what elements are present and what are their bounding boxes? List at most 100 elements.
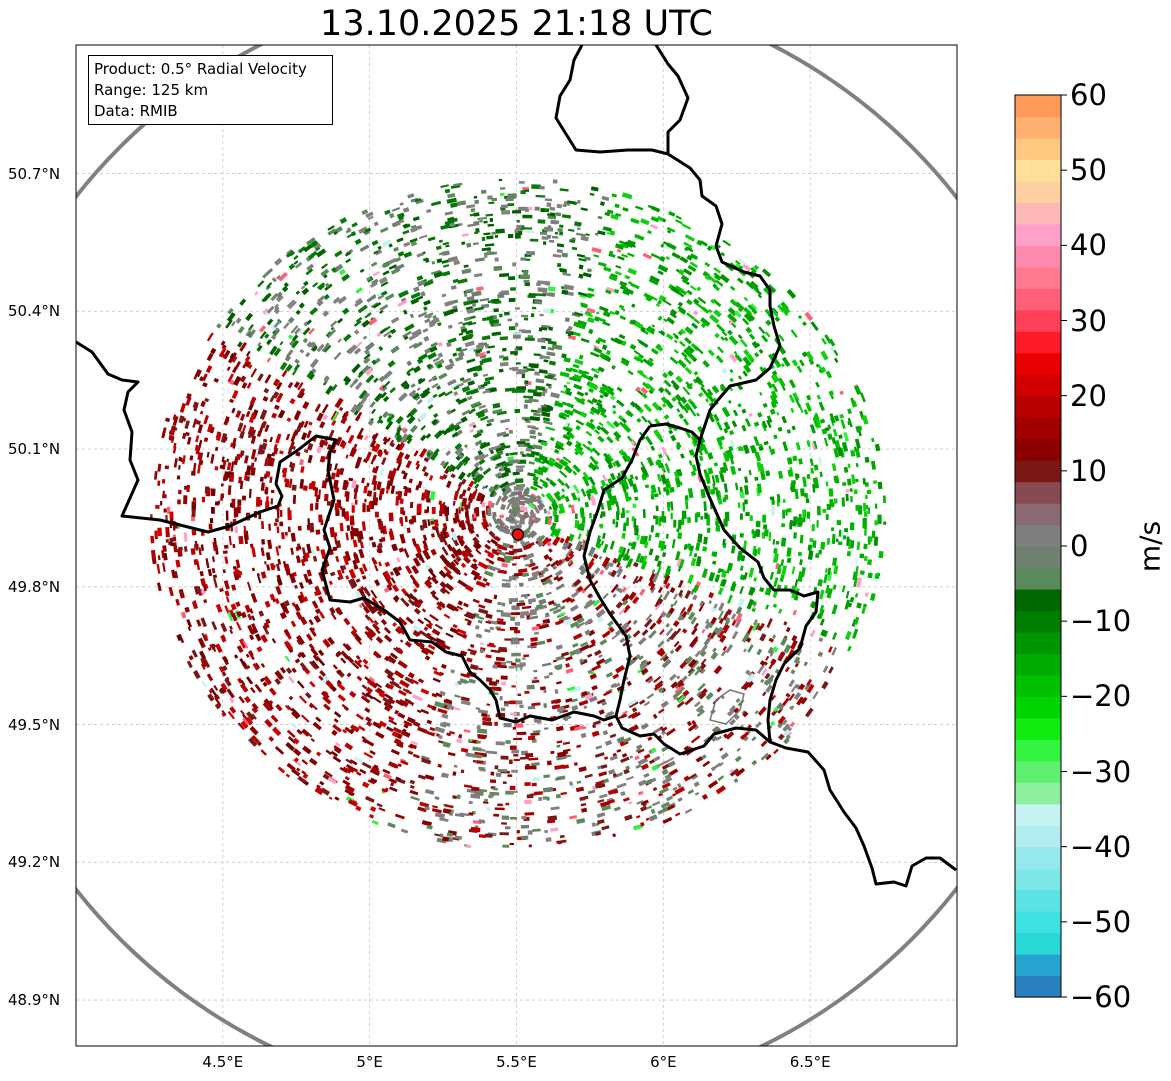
echo-gate (447, 193, 456, 199)
echo-gate (746, 598, 754, 610)
echo-gate (576, 391, 585, 397)
echo-gate (432, 357, 440, 363)
echo-gate (532, 480, 539, 486)
echo-gate (739, 491, 745, 499)
echo-gate (831, 557, 838, 567)
echo-gate (426, 632, 432, 637)
echo-gate (476, 725, 481, 730)
echo-gate (463, 602, 469, 608)
echo-gate (414, 543, 422, 554)
echo-gate (629, 343, 637, 351)
echo-gate (645, 817, 650, 821)
echo-gate (424, 257, 430, 263)
echo-gate (155, 504, 160, 509)
echo-gate (299, 348, 305, 354)
echo-gate (335, 436, 343, 447)
echo-gate (321, 263, 328, 270)
echo-gate (505, 802, 510, 806)
echo-gate (220, 483, 224, 487)
echo-gate (276, 274, 282, 280)
echo-gate (257, 341, 262, 347)
echo-gate (521, 605, 532, 610)
echo-gate (815, 381, 820, 388)
echo-gate (546, 591, 552, 596)
echo-gate (577, 533, 582, 540)
echo-gate (632, 596, 640, 605)
echo-gate (735, 606, 743, 615)
echo-gate (519, 662, 526, 667)
echo-gate (467, 492, 473, 502)
echo-gate (165, 539, 169, 543)
echo-gate (412, 588, 418, 593)
echo-gate (804, 311, 814, 322)
echo-gate (284, 655, 291, 662)
echo-gate (748, 567, 755, 578)
echo-gate (575, 419, 585, 426)
echo-gate (665, 582, 671, 589)
echo-gate (670, 501, 674, 511)
echo-gate (215, 643, 223, 653)
echo-gate (765, 319, 772, 327)
echo-gate (447, 464, 455, 473)
echo-gate (729, 768, 740, 777)
echo-gate (390, 748, 400, 756)
echo-gate (539, 231, 548, 235)
echo-gate (357, 427, 365, 438)
echo-gate (537, 432, 543, 437)
echo-gate (507, 233, 514, 239)
echo-gate (411, 565, 420, 575)
echo-gate (832, 584, 837, 590)
echo-gate (256, 646, 263, 653)
echo-gate (676, 528, 680, 532)
echo-gate (352, 539, 358, 548)
echo-gate (828, 488, 834, 497)
echo-gate (520, 314, 529, 318)
echo-gate (499, 273, 510, 278)
echo-gate (520, 190, 526, 195)
echo-gate (237, 325, 245, 334)
echo-gate (218, 347, 227, 358)
echo-gate (863, 502, 867, 512)
echo-gate (569, 604, 579, 612)
echo-gate (748, 469, 752, 476)
echo-gate (524, 399, 533, 404)
echo-gate (657, 264, 669, 273)
echo-gate (303, 280, 309, 287)
echo-gate (487, 619, 498, 625)
echo-gate (236, 645, 244, 654)
echo-gate (490, 649, 501, 654)
echo-gate (650, 445, 656, 451)
echo-gate (468, 480, 475, 488)
echo-gate (418, 234, 428, 240)
echo-gate (570, 784, 576, 789)
echo-gate (524, 209, 529, 212)
echo-gate (870, 460, 877, 470)
echo-gate (490, 771, 495, 776)
echo-gate (329, 594, 334, 599)
echo-gate (548, 457, 556, 463)
echo-gate (782, 509, 786, 514)
echo-gate (409, 518, 414, 525)
echo-gate (657, 315, 663, 321)
echo-gate (245, 653, 250, 658)
echo-gate (431, 507, 436, 514)
echo-gate (359, 268, 365, 273)
echo-gate (528, 757, 539, 761)
echo-gate (712, 483, 716, 491)
echo-gate (507, 203, 515, 207)
echo-gate (493, 265, 503, 271)
echo-gate (877, 481, 883, 490)
echo-gate (719, 435, 726, 441)
echo-gate (640, 805, 648, 812)
echo-gate (388, 530, 395, 541)
echo-gate (477, 619, 483, 624)
echo-gate (246, 676, 254, 685)
echo-gate (618, 304, 625, 310)
echo-gate (587, 440, 593, 446)
echo-gate (211, 567, 216, 574)
echo-gate (455, 508, 459, 514)
echo-gate (739, 533, 744, 538)
echo-gate (614, 203, 620, 209)
echo-gate (341, 273, 350, 282)
